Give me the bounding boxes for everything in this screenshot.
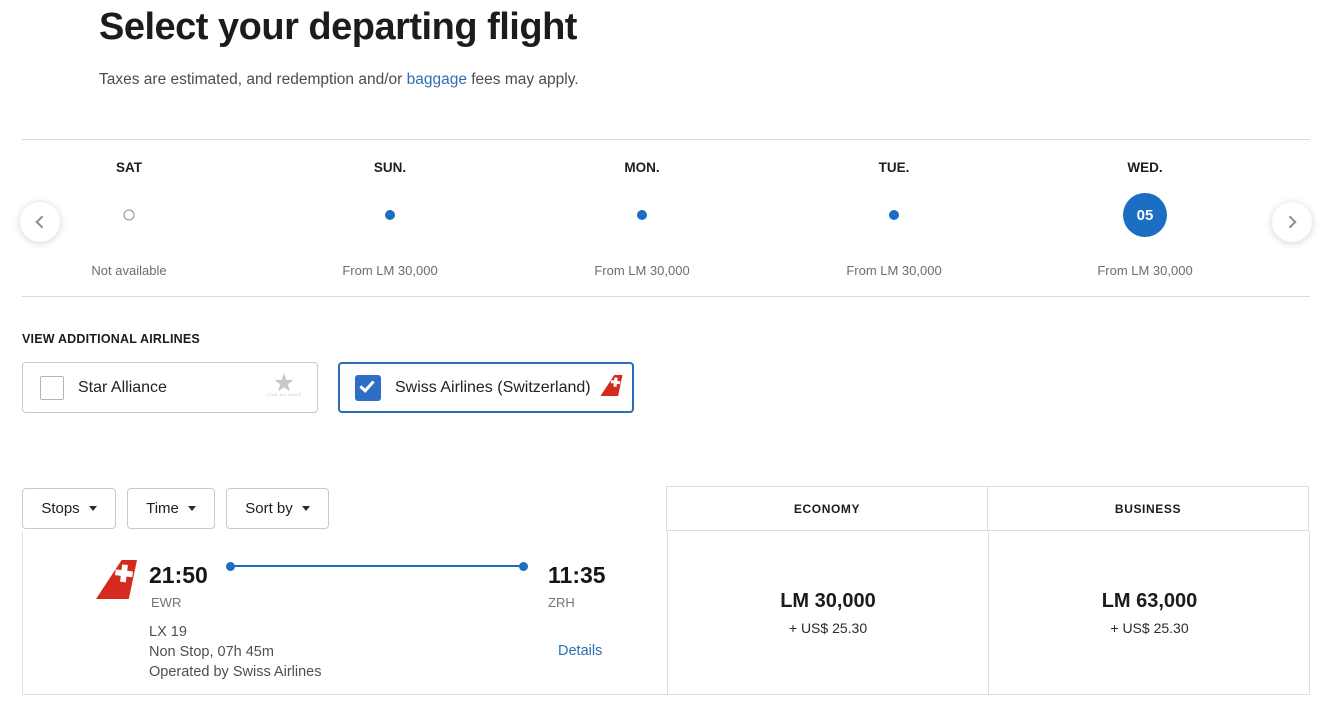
flight-details-link[interactable]: Details: [558, 643, 603, 659]
time-filter-button[interactable]: Time: [127, 488, 215, 529]
disclaimer-text-prefix: Taxes are estimated, and redemption and/…: [99, 71, 407, 88]
swiss-airlines-checkbox[interactable]: [355, 374, 381, 401]
arrival-airport-code: ZRH: [548, 595, 575, 610]
arrival-time: 11:35: [548, 562, 606, 588]
svg-text:STAR ALLIANCE: STAR ALLIANCE: [267, 393, 301, 397]
time-filter-label: Time: [146, 500, 179, 517]
top-divider: [22, 139, 1310, 140]
airline-option-label: Swiss Airlines (Switzerland): [395, 378, 591, 396]
day-label: WED.: [1127, 160, 1163, 175]
cell-divider: [667, 531, 668, 695]
economy-column-header: ECONOMY: [666, 486, 988, 531]
tax-disclaimer: Taxes are estimated, and redemption and/…: [99, 71, 579, 89]
date-option-tue[interactable]: TUE. From LM 30,000: [814, 160, 974, 278]
view-additional-airlines-heading: VIEW ADDITIONAL AIRLINES: [22, 332, 200, 346]
chevron-right-icon: [1283, 215, 1297, 229]
check-icon: [359, 376, 375, 393]
flight-number: LX 19: [149, 624, 187, 640]
flight-path-line: [226, 561, 528, 571]
day-label: SAT: [116, 160, 142, 175]
flight-result-row: 21:50 EWR 11:35 ZRH LX 19 Non Stop, 07h …: [22, 531, 1310, 695]
day-price: Not available: [91, 263, 167, 278]
chevron-left-icon: [35, 215, 49, 229]
day-price: From LM 30,000: [594, 263, 690, 278]
economy-fare-cell[interactable]: LM 30,000 + US$ 25.30: [667, 531, 989, 695]
operated-by: Operated by Swiss Airlines: [149, 664, 322, 680]
page-title: Select your departing flight: [99, 6, 577, 48]
flight-meta: LX 19 Non Stop, 07h 45m Operated by Swis…: [149, 622, 321, 682]
carousel-divider: [22, 296, 1310, 297]
stops-filter-button[interactable]: Stops: [22, 488, 116, 529]
available-dot-icon: [637, 210, 647, 220]
swiss-airlines-logo-icon: [600, 374, 623, 401]
airline-option-label: Star Alliance: [78, 378, 167, 396]
date-option-mon[interactable]: MON. From LM 30,000: [562, 160, 722, 278]
day-label: MON.: [624, 160, 660, 175]
business-fare-miles: LM 63,000: [1101, 590, 1198, 612]
date-option-wed-selected[interactable]: WED. 05 From LM 30,000: [1065, 160, 1225, 278]
sort-by-button[interactable]: Sort by: [226, 488, 329, 529]
baggage-fees-link[interactable]: baggage: [406, 71, 467, 88]
caret-down-icon: [187, 506, 196, 511]
next-dates-button[interactable]: [1272, 202, 1312, 242]
star-alliance-filter-card[interactable]: Star Alliance STAR ALLIANCE: [22, 362, 318, 413]
sort-by-label: Sort by: [245, 500, 293, 517]
swiss-airlines-logo-icon: [96, 560, 137, 604]
unavailable-dot-icon: [123, 209, 135, 221]
star-alliance-logo-icon: STAR ALLIANCE: [266, 371, 301, 404]
business-fare-cash: + US$ 25.30: [1110, 620, 1189, 636]
caret-down-icon: [301, 506, 310, 511]
available-dot-icon: [889, 210, 899, 220]
day-price: From LM 30,000: [1097, 263, 1193, 278]
date-option-sun[interactable]: SUN. From LM 30,000: [310, 160, 470, 278]
stops-and-duration: Non Stop, 07h 45m: [149, 644, 274, 660]
economy-fare-miles: LM 30,000: [780, 590, 876, 612]
day-price: From LM 30,000: [342, 263, 438, 278]
economy-fare-cash: + US$ 25.30: [788, 620, 868, 636]
business-fare-cell[interactable]: LM 63,000 + US$ 25.30: [988, 531, 1311, 695]
prev-dates-button[interactable]: [20, 202, 60, 242]
day-price: From LM 30,000: [846, 263, 942, 278]
cell-divider: [988, 531, 989, 695]
caret-down-icon: [88, 506, 97, 511]
disclaimer-text-suffix: fees may apply.: [466, 71, 579, 88]
departure-time: 21:50: [149, 562, 208, 588]
day-label: SUN.: [373, 160, 407, 175]
available-dot-icon: [385, 210, 395, 220]
selected-date-badge: 05: [1123, 193, 1167, 237]
departure-airport-code: EWR: [151, 595, 182, 610]
star-alliance-checkbox[interactable]: [40, 375, 64, 400]
business-column-header: BUSINESS: [987, 486, 1309, 531]
date-option-sat[interactable]: SAT Not available: [49, 160, 209, 278]
stops-filter-label: Stops: [41, 500, 80, 517]
swiss-airlines-filter-card[interactable]: Swiss Airlines (Switzerland): [338, 362, 634, 413]
day-label: TUE.: [878, 160, 910, 175]
